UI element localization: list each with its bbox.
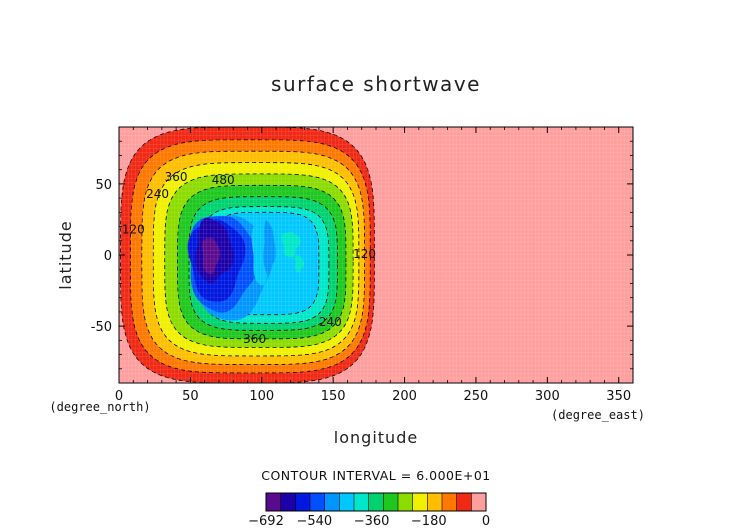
axis-layer: 0 50 100 150 200 250 300 350 -50 0 50 [91,127,633,404]
colorbar-tick-label-2: −540 [296,514,332,529]
colorbar-swatch-2 [280,493,296,511]
x-unit-label: (degree_east) [551,408,645,422]
colorbar-swatch-6 [339,493,355,511]
colorbar-swatch-15 [471,493,487,511]
y-tick-label-50: 50 [95,178,112,193]
x-tick-label-300: 300 [535,389,560,404]
contour-interval-text: CONTOUR INTERVAL = 6.000E+01 [261,468,491,483]
colorbar-swatch-11 [412,493,428,511]
colorbar: −692 −540 −360 −180 0 [248,492,490,529]
colorbar-swatch-4 [310,493,325,511]
contour-label-5: 120 [353,247,376,261]
plot-grid-texture [119,127,633,383]
colorbar-tick-label-1: −692 [248,514,284,529]
x-tick-label-250: 250 [464,389,489,404]
chart-title: surface shortwave [271,72,481,96]
colorbar-swatch-5 [324,493,340,511]
colorbar-swatch-10 [398,493,413,511]
colorbar-swatch-13 [442,493,457,511]
colorbar-swatch-1 [266,493,281,511]
x-tick-label-200: 200 [392,389,417,404]
y-tick-label--50: -50 [91,320,112,335]
colorbar-tick-label-4: −180 [411,514,447,529]
contour-label-6: 240 [319,315,342,329]
colorbar-tick-label-3: −360 [354,514,390,529]
colorbar-swatch-12 [427,493,443,511]
contour-label-layer: 120 240 360 480 120 240 360 [122,170,376,346]
x-tick-label-50: 50 [182,389,199,404]
y-tick-label-0: 0 [104,249,112,264]
colorbar-swatch-7 [354,493,369,511]
contour-label-1: 120 [122,223,145,237]
contour-label-7: 360 [243,332,266,346]
colorbar-tick-label-5: 0 [482,514,490,529]
x-tick-label-0: 0 [115,389,123,404]
y-unit-label: (degree_north) [49,400,150,414]
contour-label-4: 480 [212,173,235,187]
colorbar-swatch-3 [295,493,311,511]
x-axis-label: longitude [334,428,418,447]
y-axis-label: latitude [56,220,75,289]
colorbar-swatch-9 [383,493,399,511]
colorbar-swatch-14 [456,493,472,511]
x-tick-label-100: 100 [249,389,274,404]
x-tick-label-150: 150 [321,389,346,404]
colorbar-frame [265,492,487,512]
x-tick-label-350: 350 [606,389,631,404]
contour-label-3: 360 [165,170,188,184]
colorbar-swatch-8 [368,493,384,511]
contour-label-2: 240 [146,187,169,201]
